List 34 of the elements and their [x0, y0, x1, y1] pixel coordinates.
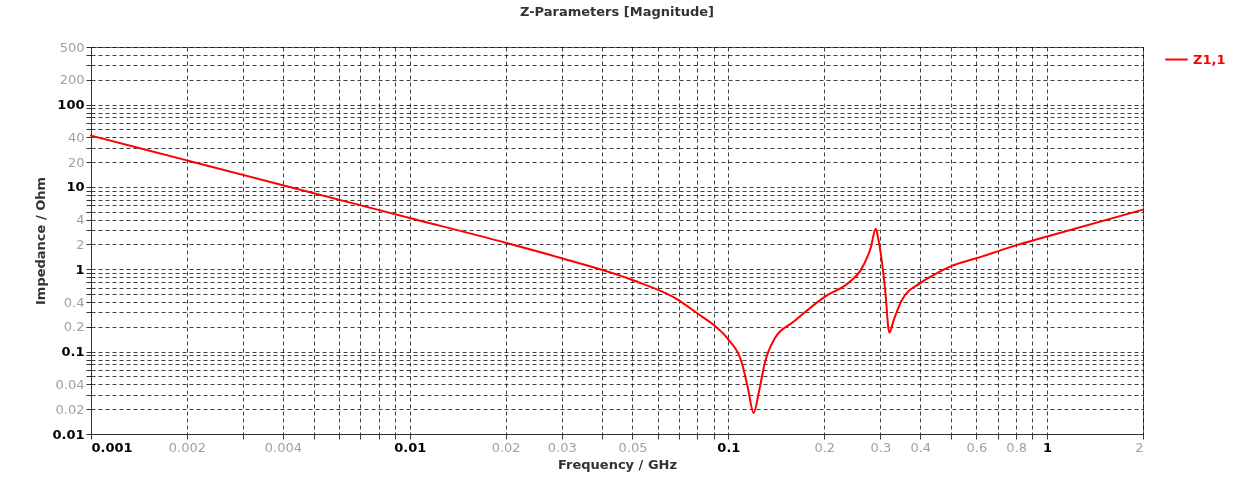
x-tick-label: 0.1	[717, 439, 741, 455]
x-tick-label: 0.4	[910, 439, 932, 455]
y-tick-label: 40	[67, 129, 85, 145]
y-tick-label: 100	[57, 97, 85, 113]
y-tick-label: 1	[75, 261, 85, 277]
x-tick-label: 0.6	[966, 439, 988, 455]
y-tick-label: 2	[76, 236, 85, 252]
x-tick-label: 0.001	[91, 439, 133, 455]
y-axis-title: Impedance / Ohm	[33, 176, 49, 306]
y-tick-label: 500	[59, 39, 85, 55]
y-tick-label: 20	[67, 154, 85, 170]
y-tick-label: 0.02	[55, 401, 85, 417]
y-tick-label: 0.04	[55, 376, 85, 392]
y-tick-label: 0.2	[63, 319, 85, 335]
x-tick-label: 0.03	[547, 439, 577, 455]
x-tick-label: 0.02	[491, 439, 521, 455]
x-tick-label: 0.002	[168, 439, 207, 455]
x-tick-label: 0.3	[870, 439, 892, 455]
y-tick-label: 0.01	[52, 426, 85, 442]
x-tick-label: 0.01	[394, 439, 427, 455]
legend-label: Z1,1	[1193, 51, 1226, 67]
y-tick-label: 200	[59, 72, 85, 88]
y-tick-label: 10	[66, 179, 85, 195]
x-tick-label: 1	[1043, 439, 1053, 455]
x-tick-label: 0.2	[814, 439, 836, 455]
x-tick-label: 0.8	[1006, 439, 1028, 455]
y-tick-label: 0.1	[61, 344, 85, 360]
x-tick-label: 0.004	[264, 439, 302, 455]
x-tick-label: 2	[1135, 439, 1144, 455]
x-tick-label: 0.05	[618, 439, 648, 455]
x-axis-title: Frequency / GHz	[557, 456, 678, 472]
chart-title: Z-Parameters [Magnitude]	[520, 4, 714, 19]
y-tick-label: 4	[76, 212, 85, 228]
y-tick-label: 0.4	[63, 294, 85, 310]
